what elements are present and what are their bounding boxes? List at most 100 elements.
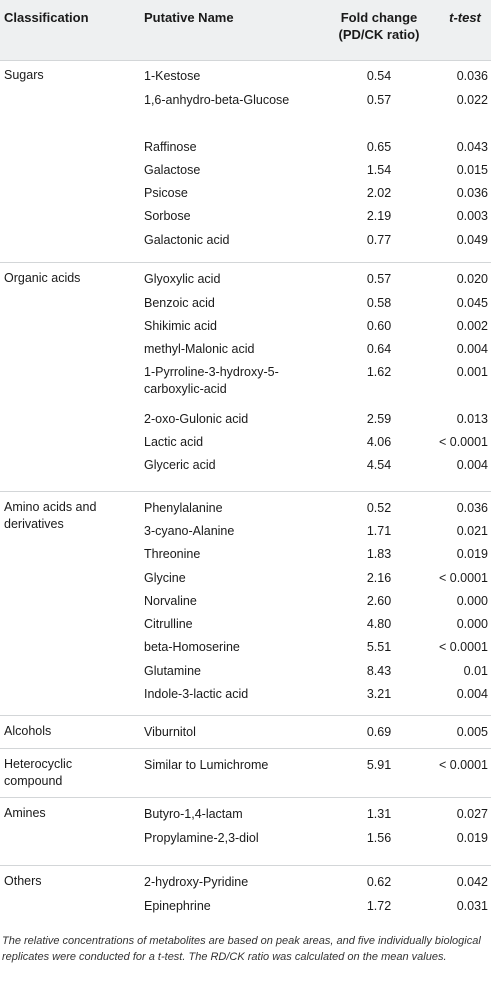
fold-change-value: 0.62 (366, 875, 392, 889)
fold-change-value: 4.80 (366, 617, 392, 631)
header-fold-change: Fold change (PD/CK ratio) (326, 9, 432, 43)
t-test-value: 0.042 (456, 875, 488, 889)
t-test-value: 0.027 (456, 807, 488, 821)
fold-change-value: 1.31 (366, 807, 392, 821)
t-test-value: 0.004 (456, 458, 488, 472)
group-amino-acids-and-derivatives: Amino acids and derivatives Phenylalanine… (0, 492, 491, 716)
fold-change-value: 2.60 (366, 594, 392, 608)
metabolite-name: Phenylalanine (144, 501, 223, 515)
fold-change-value: 2.02 (366, 186, 392, 200)
fold-change-value: 8.43 (366, 664, 392, 678)
metabolite-name: Threonine (144, 547, 201, 561)
metabolite-name: Raffinose (144, 140, 197, 154)
t-test-value: 0.005 (456, 725, 488, 739)
t-test-value: 0.031 (456, 899, 488, 913)
t-test-value: < 0.0001 (438, 435, 488, 449)
table-header: Classification Putative Name Fold change… (0, 0, 491, 61)
t-test-value: 0.020 (456, 272, 488, 286)
t-test-value: 0.000 (456, 594, 488, 608)
fold-change-value: 2.16 (366, 571, 392, 585)
t-test-value: 0.036 (456, 186, 488, 200)
fold-change-value: 0.54 (366, 69, 392, 83)
t-test-value: 0.001 (456, 365, 488, 379)
metabolite-name: 3-cyano-Alanine (144, 524, 235, 538)
fold-change-value: 1.54 (366, 163, 392, 177)
metabolite-name: Glycine (144, 571, 186, 585)
t-test-value: 0.045 (456, 296, 488, 310)
metabolite-name: 1-Kestose (144, 69, 201, 83)
group-heterocyclic-compound: Heterocyclic compound Similar to Lumichro… (0, 749, 491, 798)
metabolite-name: Epinephrine (144, 899, 211, 913)
group-amines: Amines Butyro-1,4-lactam 1.31 0.027 Propylam… (0, 798, 491, 866)
metabolite-name: Citrulline (144, 617, 193, 631)
t-test-value: 0.043 (456, 140, 488, 154)
group-organic-acids: Organic acids Glyoxylic acid 0.57 0.020 Benz… (0, 263, 491, 492)
metabolite-name: Indole-3-lactic acid (144, 687, 249, 701)
metabolite-name: methyl-Malonic acid (144, 342, 255, 356)
t-test-value: 0.004 (456, 342, 488, 356)
metabolite-name: beta-Homoserine (144, 640, 240, 654)
table-footnote: The relative concentrations of metabolit… (2, 935, 481, 963)
metabolite-name: Glyoxylic acid (144, 272, 221, 286)
header-putative-name: Putative Name (144, 10, 234, 25)
fold-change-value: 1.83 (366, 547, 392, 561)
t-test-value: < 0.0001 (438, 571, 488, 585)
metabolite-name: Similar to Lumichrome (144, 758, 269, 772)
metabolite-name: Glyceric acid (144, 458, 216, 472)
metabolite-name: 1,6-anhydro-beta-Glucose (144, 93, 290, 107)
fold-change-value: 0.64 (366, 342, 392, 356)
metabolite-name: Galactonic acid (144, 233, 230, 247)
classification-label: Amino acids and derivatives (4, 500, 97, 531)
group-alcohols: Alcohols Viburnitol 0.69 0.005 (0, 716, 491, 749)
metabolite-name: Shikimic acid (144, 319, 217, 333)
metabolite-name: Glutamine (144, 664, 201, 678)
classification-label: Amines (4, 806, 46, 820)
group-others: Others 2-hydroxy-Pyridine 0.62 0.042 Epineph… (0, 866, 491, 931)
fold-change-value: 0.60 (366, 319, 392, 333)
header-classification: Classification (4, 10, 89, 25)
metabolite-name: Butyro-1,4-lactam (144, 807, 243, 821)
metabolite-name: Propylamine-2,3-diol (144, 831, 259, 845)
header-t-test: t-test (449, 10, 481, 25)
classification-label: Organic acids (4, 271, 81, 285)
t-test-value: 0.013 (456, 412, 488, 426)
fold-change-value: 0.58 (366, 296, 392, 310)
t-test-value: 0.036 (456, 501, 488, 515)
t-test-value: 0.022 (456, 93, 488, 107)
t-test-value: 0.049 (456, 233, 488, 247)
fold-change-value: 4.06 (366, 435, 392, 449)
t-test-value: 0.019 (456, 831, 488, 845)
fold-change-value: 0.77 (366, 233, 392, 247)
t-test-value: 0.000 (456, 617, 488, 631)
fold-change-value: 1.71 (366, 524, 392, 538)
fold-change-value: 5.51 (366, 640, 392, 654)
metabolite-name: Viburnitol (144, 725, 196, 739)
t-test-value: 0.002 (456, 319, 488, 333)
t-test-value: 0.01 (463, 664, 488, 678)
group-sugars: Sugars 1-Kestose 0.54 0.036 1,6-anhydro-beta… (0, 60, 491, 263)
fold-change-value: 3.21 (366, 687, 392, 701)
t-test-value: 0.021 (456, 524, 488, 538)
fold-change-value: 0.52 (366, 501, 392, 515)
header-fold-line2: (PD/CK ratio) (338, 27, 420, 42)
classification-label: Others (4, 874, 42, 888)
fold-change-value: 5.91 (366, 758, 392, 772)
classification-label: Alcohols (4, 724, 52, 738)
header-fold-line1: Fold change (340, 10, 418, 25)
fold-change-value: 0.69 (366, 725, 392, 739)
classification-label: Heterocyclic compound (4, 757, 73, 788)
fold-change-value: 1.62 (366, 365, 392, 379)
t-test-value: < 0.0001 (438, 758, 488, 772)
fold-change-value: 0.65 (366, 140, 392, 154)
metabolite-name: Lactic acid (144, 435, 204, 449)
fold-change-value: 1.56 (366, 831, 392, 845)
metabolite-name: 2-hydroxy-Pyridine (144, 875, 249, 889)
fold-change-value: 0.57 (366, 93, 392, 107)
classification-label: Sugars (4, 68, 44, 82)
t-test-value: 0.036 (456, 69, 488, 83)
metabolite-name: 1-Pyrroline-3-hydroxy-5-carboxylic-acid (144, 365, 279, 396)
metabolite-name: Benzoic acid (144, 296, 215, 310)
metabolite-name: Sorbose (144, 209, 191, 223)
t-test-value: 0.004 (456, 687, 488, 701)
